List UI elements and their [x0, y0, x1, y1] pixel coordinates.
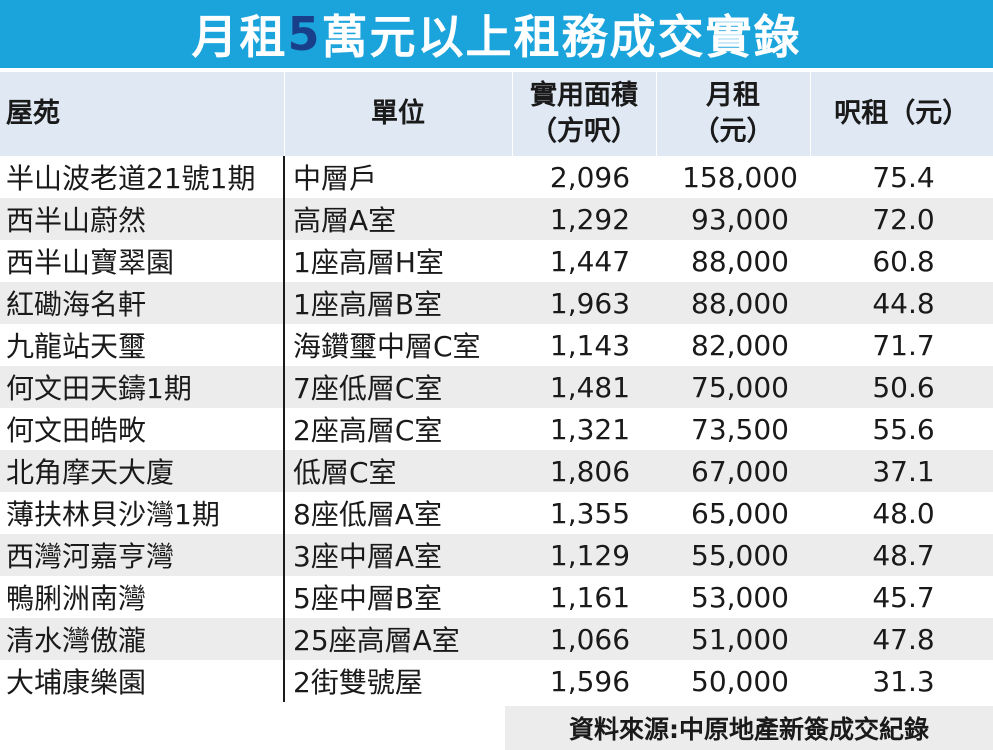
table-header-row: 屋苑 單位 實用面積 （方呎） 月租 （元） 呎租（元） — [0, 72, 993, 156]
title-prefix: 月租 — [191, 10, 288, 64]
header-unit: 單位 — [283, 72, 512, 156]
cell-estate: 西灣河嘉亨灣 — [0, 534, 284, 576]
cell-estate: 九龍站天璽 — [6, 330, 147, 363]
cell-estate: 何文田天鑄1期 — [0, 366, 284, 408]
page-title: 月租 5 萬元以上租務成交實錄 — [0, 0, 993, 68]
cell-area: 1,143 — [549, 328, 631, 362]
cell-psf: 75.4 — [872, 160, 935, 194]
cell-area: 1,129 — [512, 534, 656, 576]
cell-area: 1,292 — [512, 198, 656, 240]
cell-area: 1,066 — [512, 618, 656, 660]
cell-unit: 高層A室 — [283, 198, 512, 240]
cell-rent: 88,000 — [691, 244, 789, 278]
table-row: 何文田皓畋 2座高層C室 1,321 73,500 55.6 — [0, 408, 993, 450]
table-row: 大埔康樂園 2街雙號屋 1,596 50,000 31.3 — [0, 660, 993, 702]
title-suffix: 萬元以上租務成交實錄 — [321, 10, 802, 64]
cell-estate: 紅磡海名軒 — [0, 282, 284, 324]
table-row: 九龍站天璽 海鑽璽中層C室 1,143 82,000 71.7 — [0, 324, 993, 366]
cell-estate: 薄扶林貝沙灣1期 — [6, 498, 220, 531]
cell-rent: 53,000 — [691, 580, 789, 614]
cell-rent: 88,000 — [656, 282, 810, 324]
header-rent: 月租 （元） — [655, 72, 810, 156]
cell-area: 1,596 — [549, 664, 631, 698]
cell-rent: 67,000 — [656, 450, 810, 492]
cell-estate: 西半山寶翠園 — [6, 246, 175, 279]
header-estate: 屋苑 — [0, 72, 284, 156]
cell-psf: 71.7 — [872, 328, 935, 362]
cell-rent: 50,000 — [691, 664, 789, 698]
table-row: 何文田天鑄1期 7座低層C室 1,481 75,000 50.6 — [0, 366, 993, 408]
cell-psf: 48.7 — [810, 534, 993, 576]
cell-area: 2,096 — [549, 160, 631, 194]
cell-area: 1,355 — [549, 496, 631, 530]
cell-unit: 2座高層C室 — [283, 408, 512, 450]
cell-psf: 48.0 — [872, 496, 935, 530]
table-row: 薄扶林貝沙灣1期 8座低層A室 1,355 65,000 48.0 — [0, 492, 993, 534]
header-area: 實用面積 （方呎） — [511, 72, 656, 156]
cell-rent: 55,000 — [656, 534, 810, 576]
cell-psf: 31.3 — [872, 664, 935, 698]
cell-area: 1,161 — [549, 580, 631, 614]
cell-unit: 7座低層C室 — [283, 366, 512, 408]
cell-psf: 55.6 — [872, 412, 935, 446]
cell-estate: 西半山蔚然 — [0, 198, 284, 240]
cell-rent: 93,000 — [656, 198, 810, 240]
table-row: 西半山寶翠園 1座高層H室 1,447 88,000 60.8 — [0, 240, 993, 282]
cell-psf: 47.8 — [810, 618, 993, 660]
cell-rent: 158,000 — [682, 160, 798, 194]
cell-unit: 25座高層A室 — [283, 618, 512, 660]
cell-estate: 大埔康樂園 — [6, 666, 147, 699]
cell-unit: 1座高層H室 — [283, 240, 512, 282]
table-row: 西半山蔚然 高層A室 1,292 93,000 72.0 — [0, 198, 993, 240]
source-note: 資料來源:中原地產新簽成交紀錄 — [505, 706, 993, 750]
cell-rent: 82,000 — [691, 328, 789, 362]
cell-estate: 清水灣傲瀧 — [0, 618, 284, 660]
cell-unit: 中層戶 — [283, 156, 512, 198]
table-row: 清水灣傲瀧 25座高層A室 1,066 51,000 47.8 — [0, 618, 993, 660]
cell-unit: 1座高層B室 — [283, 282, 512, 324]
cell-unit: 3座中層A室 — [283, 534, 512, 576]
header-rent-line2: （元） — [692, 116, 774, 147]
table-body: 半山波老道21號1期 中層戶 2,096 158,000 75.4 西半山蔚然 高層A室 1,… — [0, 156, 993, 702]
cell-unit: 低層C室 — [283, 450, 512, 492]
cell-unit: 2街雙號屋 — [283, 660, 512, 702]
title-number: 5 — [287, 7, 322, 61]
cell-area: 1,481 — [512, 366, 656, 408]
cell-estate: 何文田皓畋 — [6, 414, 147, 447]
cell-area: 1,806 — [512, 450, 656, 492]
cell-psf: 72.0 — [810, 198, 993, 240]
cell-rent: 75,000 — [656, 366, 810, 408]
table-row: 半山波老道21號1期 中層戶 2,096 158,000 75.4 — [0, 156, 993, 198]
cell-rent: 65,000 — [691, 496, 789, 530]
cell-psf: 60.8 — [872, 244, 935, 278]
header-area-line2: （方呎） — [530, 116, 638, 147]
rent-transactions-table: 屋苑 單位 實用面積 （方呎） 月租 （元） 呎租（元） 半山波老道21號1期中… — [0, 72, 993, 702]
cell-rent: 73,500 — [691, 412, 789, 446]
header-area-line1: 實用面積 — [530, 80, 638, 111]
cell-area: 1,447 — [549, 244, 631, 278]
cell-estate: 鴨脷洲南灣 — [6, 582, 147, 615]
cell-unit: 海鑽璽中層C室 — [283, 324, 512, 366]
header-rent-line1: 月租 — [706, 80, 760, 111]
cell-estate: 半山波老道21號1期 — [6, 162, 256, 195]
cell-area: 1,321 — [549, 412, 631, 446]
table-row: 鴨脷洲南灣 5座中層B室 1,161 53,000 45.7 — [0, 576, 993, 618]
cell-psf: 50.6 — [810, 366, 993, 408]
cell-estate: 北角摩天大廈 — [0, 450, 284, 492]
cell-unit: 5座中層B室 — [283, 576, 512, 618]
cell-psf: 45.7 — [872, 580, 935, 614]
cell-rent: 51,000 — [656, 618, 810, 660]
table-row: 紅磡海名軒 1座高層B室 1,963 88,000 44.8 — [0, 282, 993, 324]
cell-psf: 44.8 — [810, 282, 993, 324]
cell-unit: 8座低層A室 — [283, 492, 512, 534]
table-row: 西灣河嘉亨灣 3座中層A室 1,129 55,000 48.7 — [0, 534, 993, 576]
cell-area: 1,963 — [512, 282, 656, 324]
table-row: 北角摩天大廈 低層C室 1,806 67,000 37.1 — [0, 450, 993, 492]
header-psf: 呎租（元） — [809, 72, 993, 156]
cell-psf: 37.1 — [810, 450, 993, 492]
